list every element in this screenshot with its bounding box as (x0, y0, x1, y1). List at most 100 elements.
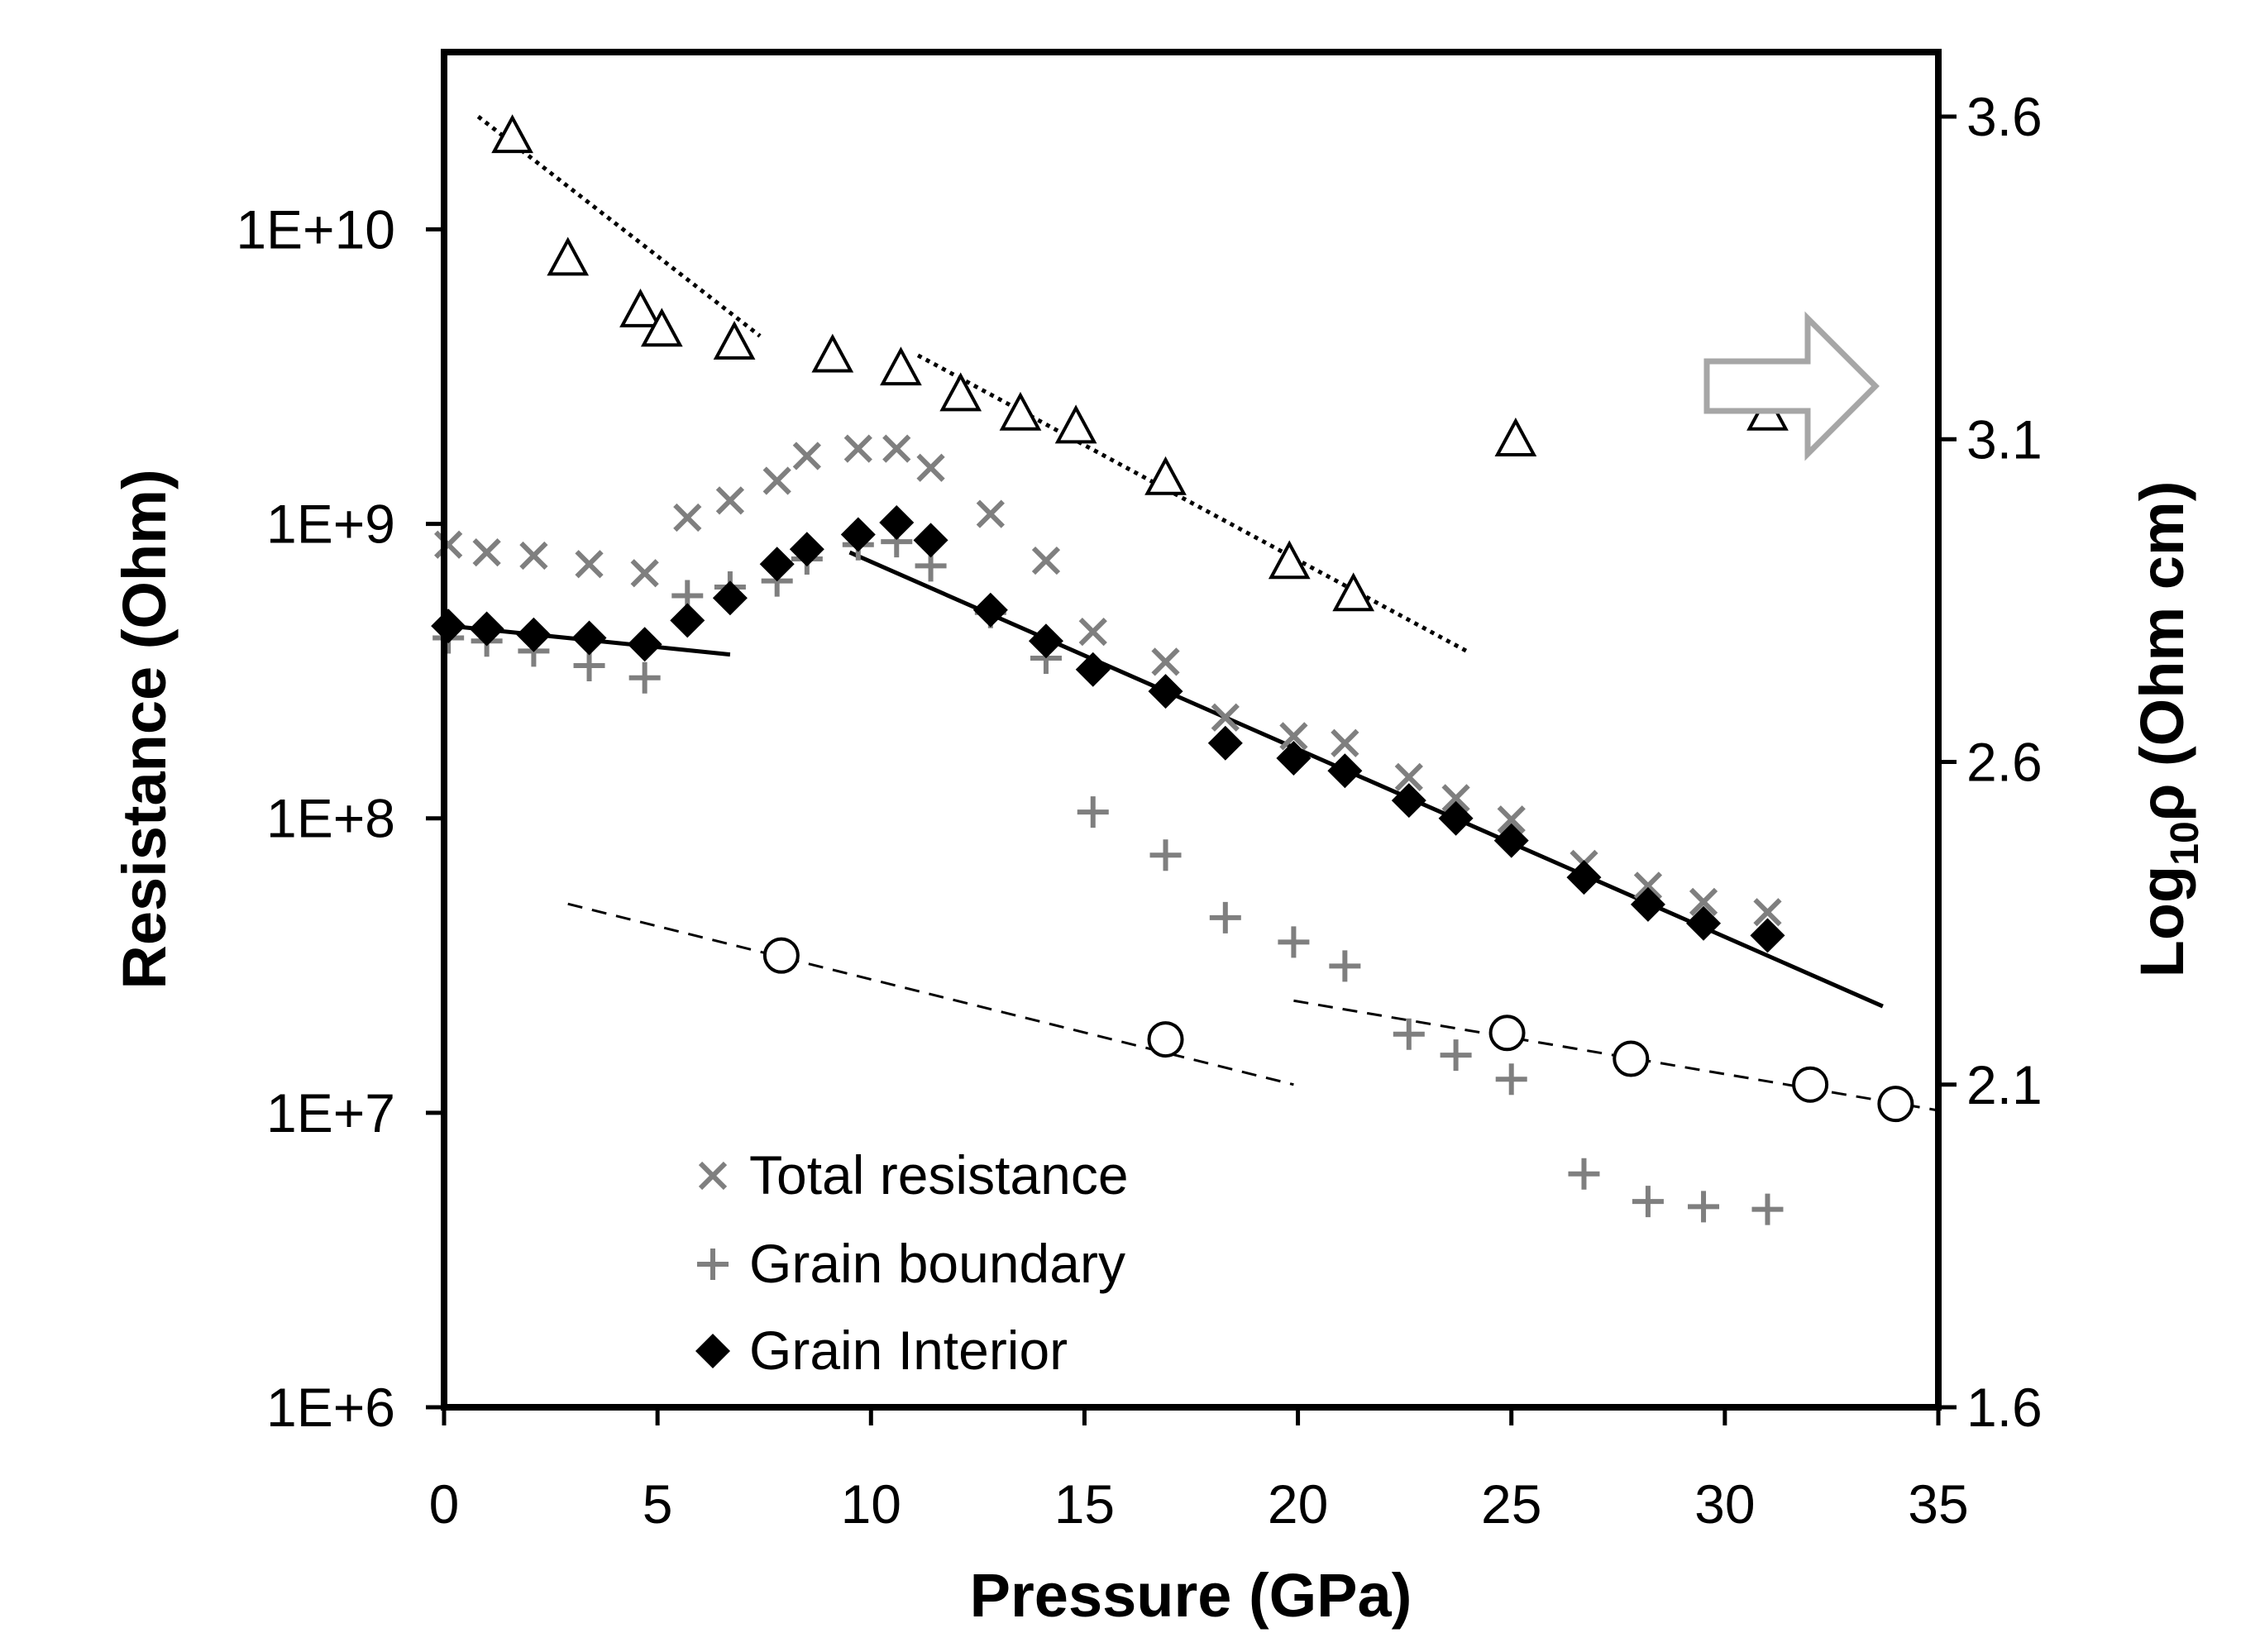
data-point-triangle (1494, 418, 1537, 456)
x-tick-label: 5 (643, 1473, 673, 1535)
data-point-x (1394, 762, 1423, 792)
data-point-+ (628, 661, 661, 694)
data-point-+ (1393, 1018, 1425, 1050)
x-tick-label: 35 (1908, 1473, 1968, 1535)
y2-tick-label: 2.6 (1966, 732, 2043, 793)
data-point-x-stroke (575, 550, 604, 579)
data-point-x-stroke (843, 434, 872, 463)
data-point-circle (1877, 1086, 1914, 1123)
data-point-x-stroke (916, 453, 945, 482)
legend-label-boundary: Grain boundary (749, 1233, 1125, 1294)
y2-tick-label: 3.1 (1966, 408, 2043, 470)
data-point-triangle (619, 288, 662, 327)
fit-line-dotted (916, 353, 1470, 655)
data-point-+ (1495, 1063, 1527, 1096)
data-point-x (1441, 784, 1470, 813)
data-point-diamond (1566, 860, 1602, 895)
data-point-+ (1329, 950, 1361, 982)
data-point-x-stroke (882, 434, 911, 463)
data-point-circle (1792, 1066, 1829, 1103)
y2-tick-label: 1.6 (1966, 1377, 2043, 1438)
plot-frame (441, 49, 1942, 1411)
data-point-x (882, 434, 911, 463)
data-point-+ (1077, 796, 1109, 828)
data-point-triangle (1268, 540, 1311, 580)
data-point-x (1689, 887, 1718, 916)
data-point-x (519, 541, 548, 571)
x-tick-label: 0 (429, 1473, 460, 1535)
data-point-x (1031, 546, 1061, 575)
data-point-x-stroke (673, 503, 702, 532)
data-point-x (1753, 898, 1782, 927)
y2-title-subscript: 10 (2163, 821, 2207, 865)
data-point-x-stroke (762, 466, 791, 495)
data-point-diamond (759, 547, 795, 582)
data-point-x (792, 442, 821, 470)
data-point-x (715, 486, 745, 515)
data-point-triangle (640, 308, 683, 347)
data-point-x (1331, 728, 1359, 757)
legend-x-marker-stroke (698, 1161, 728, 1191)
data-point-x-stroke (519, 541, 548, 571)
y-axis-title: Resistance (Ohm) (110, 469, 179, 989)
legend-x-marker (698, 1161, 728, 1191)
data-point-diamond (1028, 623, 1063, 659)
data-point-+ (1632, 1186, 1664, 1218)
x-tick-label: 30 (1694, 1473, 1755, 1535)
data-point-diamond (627, 627, 662, 662)
y2-title-suffix: ρ (Ohm cm) (2128, 481, 2196, 822)
data-point-x-stroke (792, 442, 821, 470)
data-point-x (434, 530, 463, 559)
data-point-triangle (547, 236, 590, 276)
data-point-x-stroke (1211, 703, 1240, 732)
legend-marker-total (698, 1161, 728, 1191)
data-point-diamond (879, 505, 915, 541)
y-tick-label: 1E+10 (236, 198, 395, 260)
right-axis-arrow (1703, 311, 1880, 461)
data-point-circle (762, 937, 800, 974)
data-point-diamond (712, 580, 748, 616)
data-point-x-stroke (1633, 871, 1663, 900)
data-point-diamond (913, 523, 948, 558)
legend-label-total: Total resistance (749, 1144, 1129, 1206)
data-point-diamond (789, 532, 824, 567)
data-point-circle (1147, 1021, 1184, 1058)
data-point-diamond (1686, 905, 1722, 941)
data-point-triangle (1144, 456, 1187, 495)
data-point-x (976, 499, 1005, 528)
data-point-diamond (840, 517, 876, 552)
data-point-x-stroke (1441, 784, 1470, 813)
data-point-+ (1751, 1193, 1784, 1225)
data-point-+ (1688, 1191, 1720, 1223)
data-point-x-stroke (1394, 762, 1423, 792)
data-point-x (1279, 722, 1308, 751)
data-point-x-stroke (1753, 898, 1782, 927)
y2-title-prefix: Log (2128, 866, 2196, 978)
legend-label-interior: Grain Interior (749, 1320, 1068, 1381)
data-point-diamond (431, 609, 466, 644)
data-point-diamond (1276, 741, 1312, 776)
data-point-x-stroke (715, 486, 745, 515)
data-point-diamond (972, 592, 1008, 628)
data-point-diamond (469, 611, 504, 647)
data-point-triangle (1054, 404, 1097, 444)
x-axis-title: Pressure (GPa) (970, 1561, 1412, 1630)
data-point-x (1078, 617, 1107, 647)
data-point-x-stroke (434, 530, 463, 559)
y-tick-label: 1E+9 (266, 494, 395, 555)
data-point-diamond (1438, 800, 1474, 836)
data-point-diamond (571, 620, 607, 656)
legend: Total resistance Grain boundary Grain In… (695, 1144, 1129, 1381)
data-point-x (575, 550, 604, 579)
data-point-diamond (1493, 823, 1529, 858)
data-point-circle (1613, 1040, 1650, 1077)
data-point-x-stroke (1279, 722, 1308, 751)
x-tick-label: 25 (1481, 1473, 1541, 1535)
x-tick-label: 15 (1054, 1473, 1115, 1535)
data-point-x-stroke (472, 537, 501, 567)
data-point-+ (1440, 1039, 1472, 1072)
x-tick-label: 20 (1268, 1473, 1328, 1535)
data-point-x (762, 466, 791, 495)
y2-tick-label: 3.6 (1966, 86, 2043, 147)
data-point-x-stroke (1031, 546, 1061, 575)
